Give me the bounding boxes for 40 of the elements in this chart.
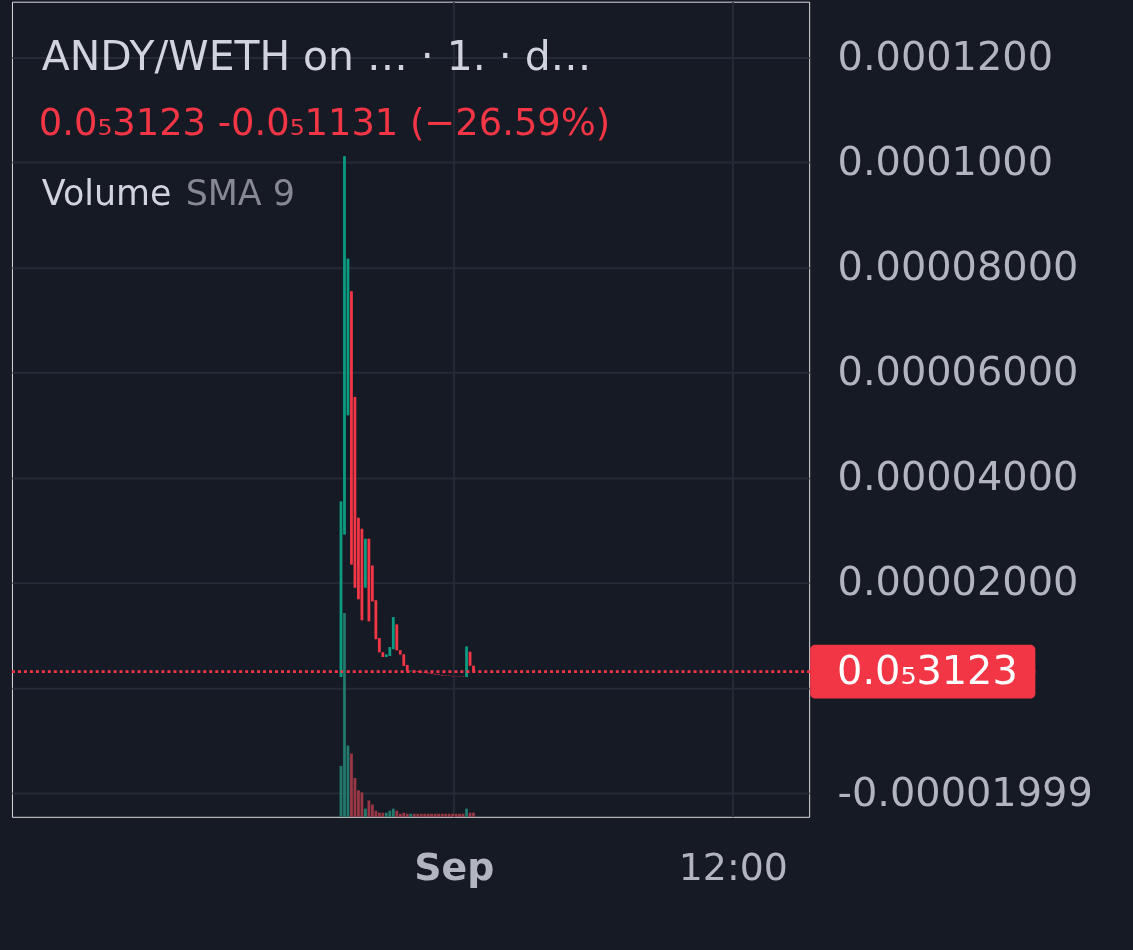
bar (377, 812, 381, 817)
bar (367, 800, 371, 817)
bar (343, 613, 346, 817)
bar (398, 813, 402, 817)
bar (444, 813, 448, 817)
bar (458, 813, 461, 817)
bar (419, 813, 423, 817)
bar (416, 813, 420, 817)
bar (402, 812, 406, 817)
bar (451, 813, 454, 817)
bar (388, 810, 392, 817)
x-tick-label: Sep (414, 845, 495, 890)
bar (472, 812, 475, 817)
x-tick-label: 12:00 (678, 845, 788, 890)
y-tick-label: 0.00004000 (837, 453, 1079, 500)
bar (465, 808, 468, 817)
bar (370, 804, 374, 817)
bar (405, 813, 409, 817)
bar (440, 813, 444, 817)
y-tick-label: 0.00008000 (837, 243, 1079, 290)
annotation: SMA 9 (185, 172, 295, 213)
bar (391, 808, 395, 817)
bar (350, 753, 353, 817)
y-tick-label: -0.00001999 (837, 768, 1093, 815)
bar (430, 813, 434, 817)
bar (395, 810, 399, 817)
bar (426, 813, 430, 817)
bar (364, 808, 367, 817)
bar (437, 813, 441, 817)
y-tick-label: 0.0001000 (837, 137, 1054, 184)
bar (423, 813, 427, 817)
text: ANDY/WETH on … · 1. · d… (41, 32, 592, 81)
y-tick-label: 0.00006000 (837, 348, 1079, 395)
chart-title: Volume (41, 172, 172, 213)
bar (433, 813, 437, 817)
ref-line-label: 0.0₅3123 (837, 646, 1018, 693)
y-tick-label: 0.00002000 (837, 558, 1079, 605)
text: 0.0₅3123 -0.0₅1131 (−26.59%) (38, 101, 611, 145)
bar (447, 813, 451, 817)
y-tick-label: 0.0001200 (837, 32, 1054, 79)
